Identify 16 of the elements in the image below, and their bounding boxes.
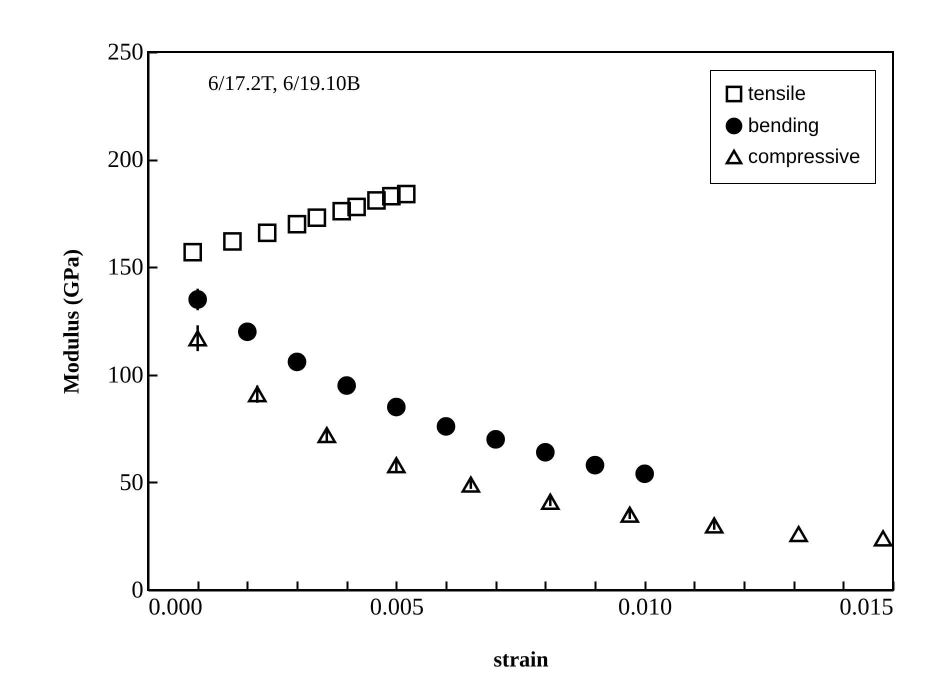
x-tick-label: 0.005	[370, 594, 424, 620]
x-tick-label: 0.000	[148, 594, 202, 620]
legend-label: compressive	[748, 146, 860, 168]
y-tick-label: 150	[108, 254, 144, 281]
x-axis-title: strain	[494, 646, 548, 672]
y-tick-label: 100	[108, 362, 144, 388]
y-tick-label: 0	[132, 578, 144, 604]
x-tick-label: 0.010	[618, 594, 672, 620]
legend-label: tensile	[748, 83, 806, 105]
y-tick-label: 200	[108, 147, 144, 174]
y-tick-label: 50	[120, 470, 144, 496]
legend-label: bending	[748, 115, 820, 137]
y-tick-label: 250	[108, 40, 144, 66]
annotation: 6/17.2T, 6/19.10B	[208, 71, 360, 95]
x-tick-label: 0.015	[840, 594, 894, 620]
y-axis-title: Modulus (GPa)	[58, 249, 84, 394]
